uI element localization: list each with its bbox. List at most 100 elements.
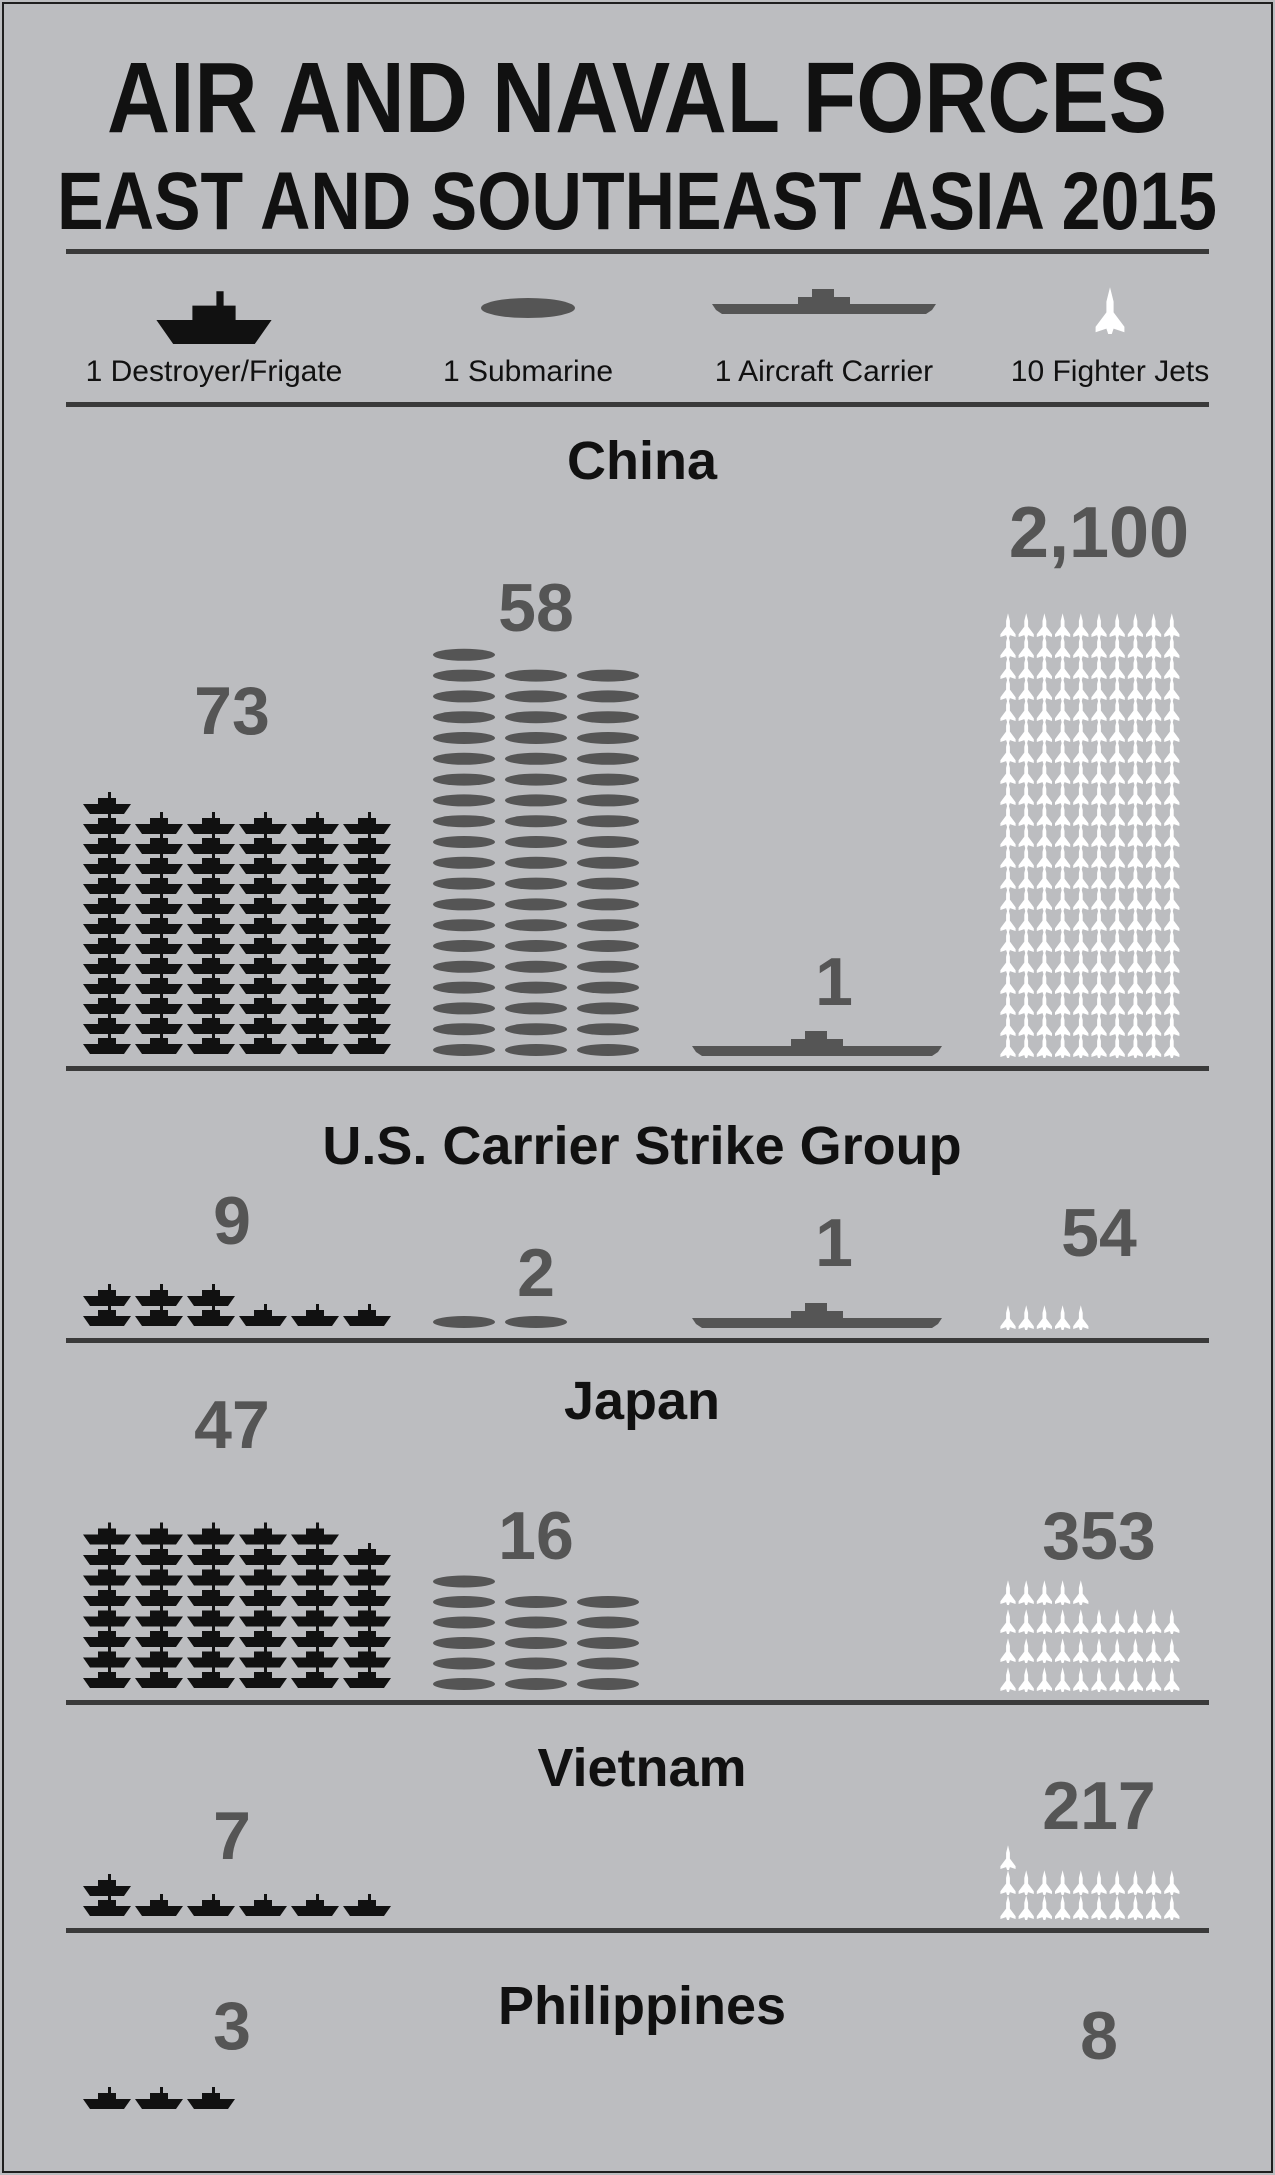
destroyer-icon (187, 952, 235, 974)
fighter-jet-icon (1091, 1580, 1106, 1605)
submarine-icon (505, 1316, 567, 1328)
fighter-jet-icon (1127, 1638, 1143, 1663)
destroyer-icon (135, 1563, 183, 1586)
fighter-jet-icon (1127, 991, 1143, 1016)
fighter-jet-icon (1055, 928, 1071, 953)
submarine-icon (433, 1044, 495, 1056)
fighter-jet-icon (1000, 1870, 1016, 1895)
fighter-jet-icon (1018, 1638, 1034, 1663)
fighter-jet-icon (1127, 907, 1143, 932)
destroyer-icon (239, 1894, 287, 1916)
fighter-jet-icon (1109, 907, 1125, 932)
section-divider (66, 249, 1209, 254)
section-divider (66, 1338, 1209, 1343)
submarine-icon (433, 690, 495, 703)
submarine-icon (505, 1002, 567, 1015)
fighter-jet-icon (1091, 613, 1107, 638)
destroyer-icon (83, 1604, 131, 1627)
fighter-jet-icon (1000, 2088, 1015, 2113)
submarine-icon (577, 1616, 639, 1629)
fighter-jet-icon (1091, 991, 1107, 1016)
destroyer-icon (83, 1284, 131, 1306)
fighter-jet-icon (1055, 760, 1071, 785)
destroyer-icon (343, 912, 391, 934)
destroyer-icon (239, 1032, 287, 1054)
fighter-jet-icon (1036, 634, 1052, 659)
fighter-jet-icon (1146, 634, 1162, 659)
fighter-jet-icon (1018, 613, 1034, 638)
fighter-jet-icon (1000, 1895, 1016, 1920)
section-philippines: Philippines 3 8 (83, 1976, 1118, 2113)
fighter-jet-icon (1055, 865, 1071, 890)
value-label: 1 (815, 1205, 853, 1281)
fighter-jet-icon (1127, 739, 1143, 764)
value-label: 217 (1042, 1768, 1155, 1844)
value-label: 7 (213, 1798, 251, 1874)
fighter-jet-icon (1146, 1609, 1162, 1634)
destroyer-icon (291, 852, 339, 874)
destroyer-icon (83, 852, 131, 874)
submarine-icon (433, 773, 495, 786)
submarine-icon (577, 690, 639, 703)
destroyer-icon (135, 1604, 183, 1627)
submarine-icon (505, 794, 567, 807)
destroyer-icon (83, 1304, 131, 1326)
submarine-icon (433, 669, 495, 682)
destroyer-icon (343, 1645, 391, 1668)
fighter-jet-icon (1146, 865, 1162, 890)
fighter-jet-icon (1109, 949, 1125, 974)
fighter-jet-icon (1036, 991, 1052, 1016)
destroyer-icon (343, 1894, 391, 1916)
destroyer-icon (343, 1563, 391, 1586)
destroyer-icon (239, 1522, 287, 1545)
submarine-icon (433, 877, 495, 890)
fighter-jet-icon (1018, 1580, 1034, 1605)
value-label: 9 (213, 1183, 251, 1259)
fighter-jet-icon (1146, 823, 1162, 848)
destroyer-icon (291, 1604, 339, 1627)
submarine-icon (577, 794, 639, 807)
submarine-icon (433, 1678, 495, 1690)
submarine-icon (433, 1575, 495, 1588)
submarine-icon (433, 1316, 495, 1328)
destroyer-icon (291, 952, 339, 974)
fighter-jet-icon (1109, 718, 1125, 743)
destroyer-icon (187, 872, 235, 894)
submarine-icon (577, 773, 639, 786)
destroyer-icon (135, 1894, 183, 1916)
aircraft-carrier-icon (712, 289, 936, 314)
destroyer-icon (83, 912, 131, 934)
fighter-jet-icon (1091, 1638, 1107, 1663)
legend-label: 1 Submarine (443, 355, 613, 388)
destroyer-icon (239, 1543, 287, 1565)
fighter-jet-icon (1073, 865, 1089, 890)
fighter-jet-icon (1073, 760, 1089, 785)
section-divider (66, 1700, 1209, 1705)
submarine-icon (433, 898, 495, 911)
legend-label: 10 Fighter Jets (1011, 355, 1209, 388)
fighter-jet-icon (1091, 676, 1107, 701)
fighter-jet-icon (1036, 928, 1052, 953)
fighter-jet-icon (1109, 760, 1125, 785)
fighter-jet-icon (1127, 1609, 1143, 1634)
fighter-jet-icon (1055, 949, 1071, 974)
fighter-jet-icon (1164, 928, 1180, 953)
fighter-jet-icon (1109, 886, 1125, 911)
fighter-jet-icon (1164, 739, 1180, 764)
destroyer-icon (239, 872, 287, 894)
fighter-jet-icon (1109, 823, 1125, 848)
destroyer-icon (239, 1563, 287, 1586)
fighter-jet-icon (1109, 1895, 1125, 1920)
value-label: 1 (815, 944, 853, 1020)
fighter-jet-icon (1127, 1895, 1143, 1920)
destroyer-icon (135, 1284, 183, 1306)
fighter-jet-icon (1036, 739, 1052, 764)
fighter-jet-icon (1073, 1305, 1089, 1330)
fighter-jet-icon (1073, 676, 1089, 701)
fighter-jet-icon (1073, 655, 1089, 680)
fighter-jet-icon (1036, 865, 1052, 890)
destroyer-icon (291, 812, 339, 834)
fighter-jet-icon (1127, 697, 1143, 722)
fighter-jet-icon (1018, 1895, 1034, 1920)
fighter-jet-icon (1146, 1895, 1162, 1920)
